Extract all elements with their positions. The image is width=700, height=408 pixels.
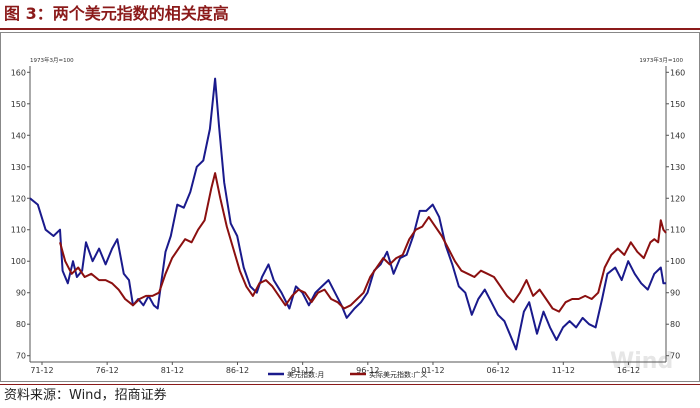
y-tick-label-left: 130 (11, 163, 26, 172)
y-tick-label-right: 80 (670, 320, 680, 329)
x-tick-label: 91-12 (291, 366, 314, 375)
x-tick-label: 16-12 (617, 366, 640, 375)
legend: 美元指数:月 实际美元指数:广义 (268, 370, 427, 379)
figure-title: 图 3：两个美元指数的相关度高 (4, 4, 229, 23)
y-tick-label-left: 70 (16, 352, 26, 361)
y-tick-label-left: 110 (11, 226, 26, 235)
y-tick-label-left: 160 (11, 68, 26, 77)
source-note: 资料来源：Wind，招商证券 (4, 388, 167, 403)
x-tick-label: 06-12 (487, 366, 510, 375)
y-tick-label-right: 120 (670, 194, 685, 203)
y-tick-label-left: 150 (11, 100, 26, 109)
right-unit-label: 1973年3月=100 (639, 56, 683, 64)
legend-label-1: 美元指数:月 (287, 370, 324, 379)
y-tick-label-right: 130 (670, 163, 685, 172)
y-tick-label-right: 100 (670, 257, 685, 266)
y-tick-label-left: 140 (11, 131, 26, 140)
y-tick-label-right: 150 (670, 100, 685, 109)
left-unit-label: 1973年3月=100 (30, 56, 74, 64)
plot-area: 70 70 80 80 90 90 100 100 110 110 120 120 130 130 140 1… (11, 66, 685, 375)
y-tick-label-left: 100 (11, 257, 26, 266)
legend-label-2: 实际美元指数:广义 (369, 370, 427, 379)
x-tick-label: 96-12 (356, 366, 379, 375)
y-tick-label-left: 120 (11, 194, 26, 203)
y-tick-label-left: 80 (16, 320, 26, 329)
series-line-2 (59, 172, 667, 313)
x-tick-label: 81-12 (161, 366, 184, 375)
chart-area: Wind 1973年3月=100 1973年3月=100 70 70 80 80 90 9… (0, 32, 700, 382)
y-tick-label-left: 90 (16, 289, 26, 298)
y-tick-label-right: 140 (670, 131, 685, 140)
y-tick-label-right: 110 (670, 226, 685, 235)
source-rule (0, 384, 700, 385)
x-tick-label: 86-12 (226, 366, 249, 375)
chart-frame (0, 32, 700, 382)
x-tick-label: 11-12 (552, 366, 575, 375)
x-tick-label: 71-12 (30, 366, 53, 375)
x-tick-label: 01-12 (421, 366, 444, 375)
x-tick-label: 76-12 (96, 366, 119, 375)
y-tick-label-right: 160 (670, 68, 685, 77)
y-tick-label-right: 70 (670, 352, 680, 361)
series-line-1 (29, 77, 666, 351)
title-rule (0, 28, 700, 30)
y-tick-label-right: 90 (670, 289, 680, 298)
